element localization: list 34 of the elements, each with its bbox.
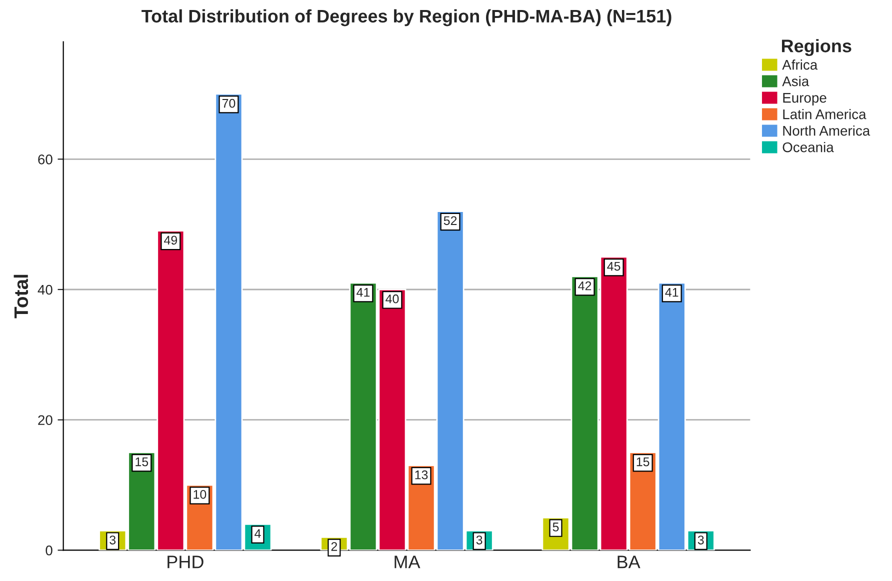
data-label: 45 (607, 262, 620, 271)
legend-title: Regions (782, 39, 852, 56)
y-tick-label: 60 (38, 154, 52, 164)
legend-label: Latin America (783, 109, 866, 120)
data-label: 3 (476, 536, 482, 544)
data-label: 42 (578, 281, 592, 290)
data-label: 40 (386, 294, 399, 304)
x-tick-label: BA (618, 556, 640, 568)
data-label: 41 (665, 288, 678, 297)
data-label: 4 (254, 529, 261, 538)
y-tick-label: 20 (38, 415, 52, 426)
data-label: 2 (331, 542, 338, 551)
data-label: 41 (356, 288, 370, 297)
data-label: 70 (222, 98, 236, 108)
data-label: 52 (444, 216, 457, 226)
data-label: 5 (552, 522, 559, 532)
data-label: 15 (136, 458, 148, 466)
legend-label: Oceania (782, 142, 834, 152)
chart-title: Total Distribution of Degrees by Region (PHD-MA-BA) (N=151) (142, 9, 672, 26)
data-label: 3 (698, 536, 704, 544)
y-tick-label: 40 (38, 284, 52, 295)
x-tick-label: PHD (168, 556, 204, 568)
legend-label: Africa (782, 60, 818, 70)
data-label: 3 (110, 536, 116, 544)
data-label: 13 (415, 470, 428, 480)
data-label: 10 (194, 490, 206, 499)
legend-label: Asia (782, 76, 810, 86)
y-axis-title: Total (14, 274, 28, 318)
y-tick-label: 0 (46, 546, 52, 556)
legend-label: North America (783, 126, 870, 136)
legend-label: Europe (783, 93, 826, 106)
data-label: 15 (636, 458, 650, 466)
data-label: 49 (164, 236, 178, 245)
x-tick-label: MA (394, 556, 420, 568)
